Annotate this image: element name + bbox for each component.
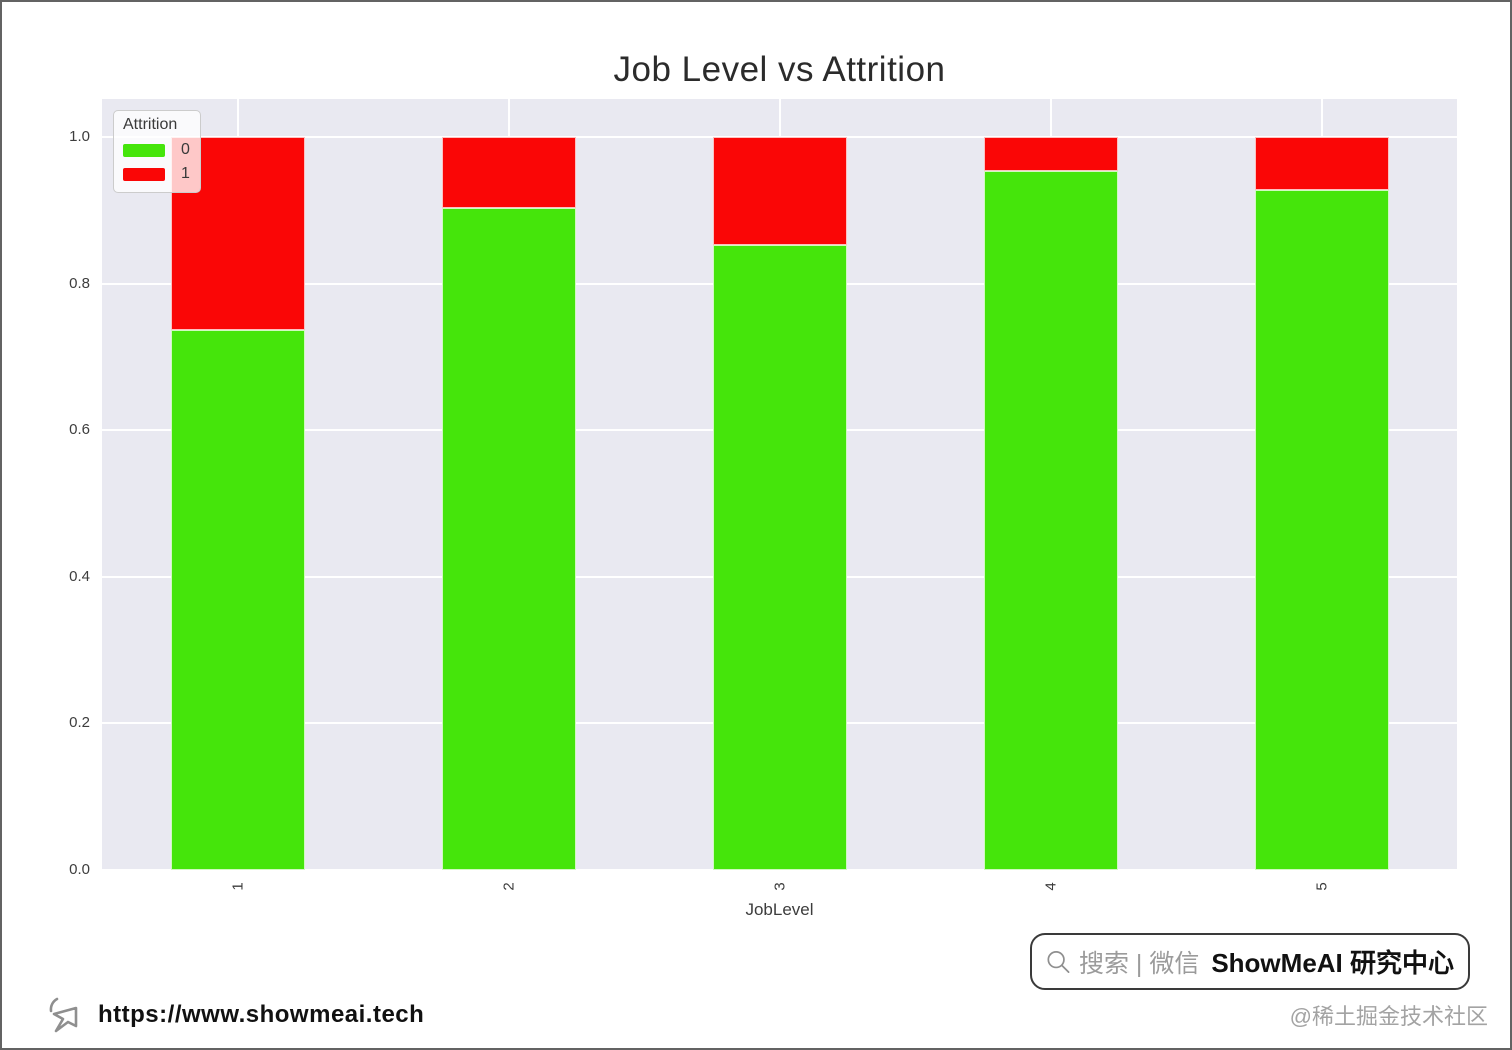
bar-segment-0-joblevel-1 (170, 329, 305, 870)
x-axis-label: JobLevel (745, 900, 814, 919)
badge-brand: ShowMeAI 研究中心 (1211, 948, 1454, 978)
bar-segment-0-joblevel-5 (1254, 189, 1389, 870)
badge-search-label: 搜索 | 微信 (1078, 949, 1200, 978)
bar-segment-0-joblevel-4 (983, 171, 1118, 870)
x-tick-label: 1 (229, 882, 246, 891)
bar-segment-1-joblevel-1 (170, 137, 305, 330)
legend-label: 0 (181, 141, 190, 158)
bar-segment-1-joblevel-3 (712, 137, 847, 245)
legend-label: 1 (181, 165, 190, 182)
legend-swatch (123, 167, 165, 181)
y-tick-label: 0.2 (69, 714, 90, 732)
y-tick-label: 0.4 (69, 567, 90, 585)
chart-title: Job Level vs Attrition (613, 50, 946, 89)
legend-title: Attrition (123, 116, 178, 133)
gridline-horizontal (102, 869, 1457, 871)
community-credit: @稀土掘金技术社区 (1289, 1004, 1488, 1029)
y-tick-label: 0.6 (69, 421, 90, 439)
footer-url-text: https://www.showmeai.tech (98, 1001, 425, 1028)
x-tick-label: 5 (1313, 882, 1330, 891)
y-tick-label: 0.8 (69, 274, 90, 292)
legend-entry-1: 1 (123, 165, 192, 183)
y-tick-label: 0.0 (69, 861, 90, 878)
x-tick-label: 4 (1042, 882, 1059, 891)
bar-segment-1-joblevel-2 (441, 137, 576, 209)
footer-url: https://www.showmeai.tech (42, 994, 424, 1036)
legend-entry-0: 0 (123, 141, 192, 159)
x-tick-label: 2 (500, 882, 517, 891)
cursor-icon (49, 997, 78, 1033)
y-tick-label: 1.0 (69, 128, 90, 145)
search-icon (1047, 950, 1070, 973)
bar-segment-0-joblevel-2 (441, 208, 576, 870)
bar-segment-1-joblevel-5 (1254, 137, 1389, 190)
bar-segment-1-joblevel-4 (983, 137, 1118, 172)
bar-segment-0-joblevel-3 (712, 244, 847, 870)
wechat-search-badge: 搜索 | 微信 ShowMeAI 研究中心 (1030, 933, 1470, 990)
legend-swatch (123, 143, 165, 157)
x-tick-label: 3 (771, 882, 788, 891)
